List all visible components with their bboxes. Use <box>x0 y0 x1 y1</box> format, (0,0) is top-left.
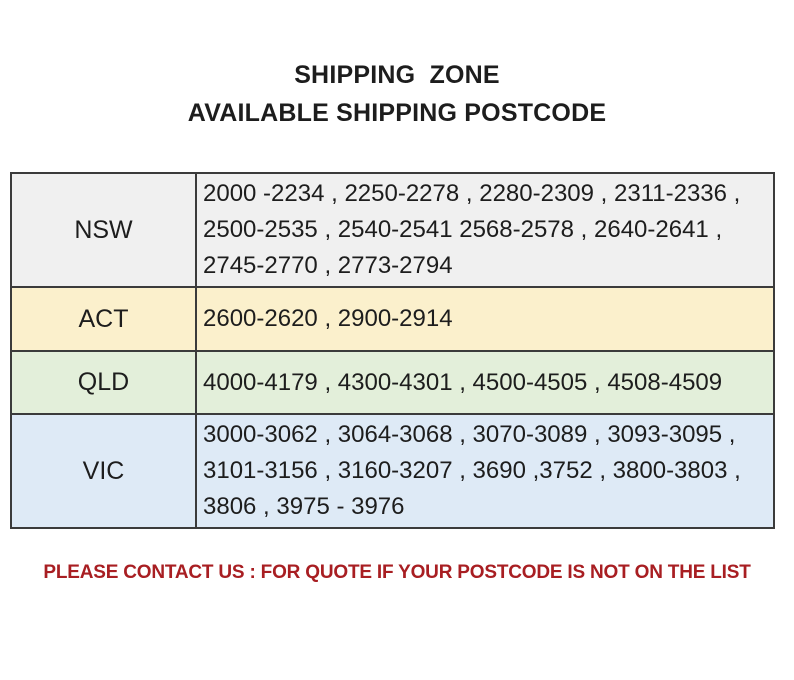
table-row-qld: QLD 4000-4179 , 4300-4301 , 4500-4505 , … <box>10 350 775 415</box>
postcode-line: 2000 -2234 , 2250-2278 , 2280-2309 , 231… <box>203 180 741 207</box>
table-row-act: ACT 2600-2620 , 2900-2914 <box>10 286 775 352</box>
contact-notice: PLEASE CONTACT US : FOR QUOTE IF YOUR PO… <box>43 562 751 583</box>
postcodes-cell-act: 2600-2620 , 2900-2914 <box>195 286 775 352</box>
state-label-qld: QLD <box>77 368 130 396</box>
postcode-line: 2500-2535 , 2540-2541 2568-2578 , 2640-2… <box>203 216 723 243</box>
postcode-line: 2600-2620 , 2900-2914 <box>203 305 453 332</box>
postcode-line: 2745-2770 , 2773-2794 <box>203 252 453 279</box>
postcode-line: 3806 , 3975 - 3976 <box>203 493 405 520</box>
table-row-nsw: NSW 2000 -2234 , 2250-2278 , 2280-2309 ,… <box>10 172 775 288</box>
state-label-vic: VIC <box>82 456 125 485</box>
postcodes-cell-qld: 4000-4179 , 4300-4301 , 4500-4505 , 4508… <box>195 350 775 415</box>
table-row-vic: VIC 3000-3062 , 3064-3068 , 3070-3089 , … <box>10 413 775 529</box>
state-cell-vic: VIC <box>10 413 197 529</box>
postcode-line: 3000-3062 , 3064-3068 , 3070-3089 , 3093… <box>203 421 736 448</box>
state-cell-act: ACT <box>10 286 197 352</box>
postcodes-cell-nsw: 2000 -2234 , 2250-2278 , 2280-2309 , 231… <box>195 172 775 288</box>
state-cell-qld: QLD <box>10 350 197 415</box>
shipping-zones-table: NSW 2000 -2234 , 2250-2278 , 2280-2309 ,… <box>10 172 775 529</box>
page-title-line-1: SHIPPING ZONE <box>294 61 500 89</box>
page-title: SHIPPING ZONE AVAILABLE SHIPPING POSTCOD… <box>0 0 794 132</box>
state-label-nsw: NSW <box>74 215 133 244</box>
postcode-line: 3101-3156 , 3160-3207 , 3690 ,3752 , 380… <box>203 457 741 484</box>
page-title-line-2: AVAILABLE SHIPPING POSTCODE <box>187 99 607 127</box>
postcodes-cell-vic: 3000-3062 , 3064-3068 , 3070-3089 , 3093… <box>195 413 775 529</box>
state-cell-nsw: NSW <box>10 172 197 288</box>
state-label-act: ACT <box>78 304 129 333</box>
postcode-line: 4000-4179 , 4300-4301 , 4500-4505 , 4508… <box>203 368 723 396</box>
